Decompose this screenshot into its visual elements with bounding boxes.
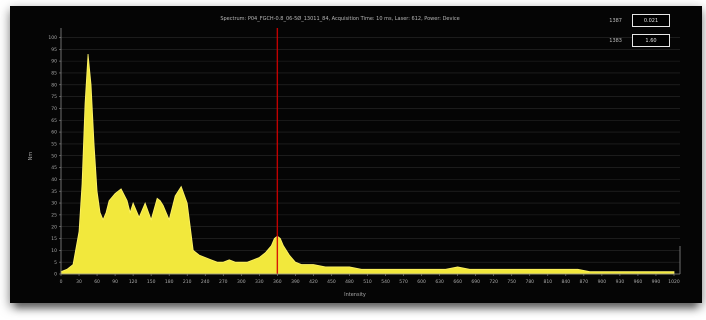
x-tick-label: 210 [183,279,192,285]
x-tick-label: 900 [598,279,607,285]
readout-label-2: 1383 [609,38,622,44]
x-tick-label: 960 [634,279,643,285]
y-tick-label: 40 [51,177,57,183]
y-tick-label: 25 [51,212,57,218]
y-tick-label: 85 [51,71,57,77]
y-tick-label: 15 [51,236,57,242]
x-tick-label: 90 [112,279,118,285]
y-axis-title: Nm [28,152,34,161]
x-tick-label: 300 [237,279,246,285]
x-tick-label: 720 [489,279,498,285]
y-tick-label: 35 [51,189,57,195]
y-tick-label: 65 [51,118,57,124]
x-tick-label: 240 [201,279,210,285]
y-tick-label: 100 [48,35,57,41]
x-tick-label: 750 [507,279,516,285]
x-tick-label: 660 [453,279,462,285]
y-tick-label: 5 [54,260,57,266]
y-tick-label: 55 [51,142,57,148]
axes [60,28,681,275]
y-tick-label: 30 [51,201,57,207]
x-tick-label: 330 [255,279,264,285]
x-tick-label: 480 [345,279,354,285]
x-tick-label: 600 [417,279,426,285]
panel-shadow [16,300,696,312]
y-tick-label: 0 [54,272,57,278]
readout-value-1[interactable]: 0.021 [632,14,670,27]
x-tick-label: 150 [147,279,156,285]
x-tick-label: 540 [381,279,390,285]
y-tick-label: 10 [51,248,57,254]
x-tick-label: 870 [580,279,589,285]
grid-lines [61,37,680,263]
x-tick-label: 510 [363,279,372,285]
y-tick-label: 50 [51,153,57,159]
x-tick-label: 30 [76,279,82,285]
y-tick-label: 80 [51,82,57,88]
chart-title: Spectrum: P04_FGCH-0.8_06-5Ø_13011_84, A… [220,16,460,22]
x-tick-labels: 0 30 60 90 120 150 180 210 240 270 300 330 360 390 420… [60,274,680,285]
spectrum-area [60,53,675,275]
x-tick-label: 1020 [668,279,680,285]
x-tick-label: 0 [60,279,63,285]
x-tick-label: 360 [273,279,282,285]
y-tick-label: 70 [51,106,57,112]
x-tick-label: 840 [562,279,571,285]
x-tick-label: 780 [525,279,534,285]
x-tick-label: 60 [94,279,100,285]
x-tick-label: 690 [471,279,480,285]
y-tick-label: 45 [51,165,57,171]
readout-value-2[interactable]: 1.60 [632,34,670,47]
y-tick-label: 20 [51,224,57,230]
readout-label-1: 1387 [609,18,622,24]
y-tick-label: 95 [51,47,57,53]
x-tick-label: 990 [652,279,661,285]
y-tick-label: 60 [51,130,57,136]
x-tick-label: 270 [219,279,228,285]
y-tick-label: 90 [51,59,57,65]
x-tick-label: 630 [435,279,444,285]
x-tick-label: 420 [309,279,318,285]
x-tick-label: 450 [327,279,336,285]
x-tick-label: 180 [165,279,174,285]
x-axis-title: Intensity [344,292,366,298]
x-tick-label: 390 [291,279,300,285]
x-tick-label: 570 [399,279,408,285]
x-tick-label: 120 [129,279,138,285]
y-tick-label: 75 [51,94,57,100]
x-tick-label: 930 [616,279,625,285]
y-tick-labels: 0 5 10 15 20 25 30 35 40 45 50 55 60 65 70 75 80 85 90 95 10… [48,35,61,278]
spectrum-panel: 0 5 10 15 20 25 30 35 40 45 50 55 60 65 70 75 80 85 90 95 10… [10,6,702,303]
spectrum-fill [60,53,675,275]
spectrum-chart[interactable]: 0510152025303540455055606570758085909510… [10,6,702,303]
x-tick-label: 810 [543,279,552,285]
